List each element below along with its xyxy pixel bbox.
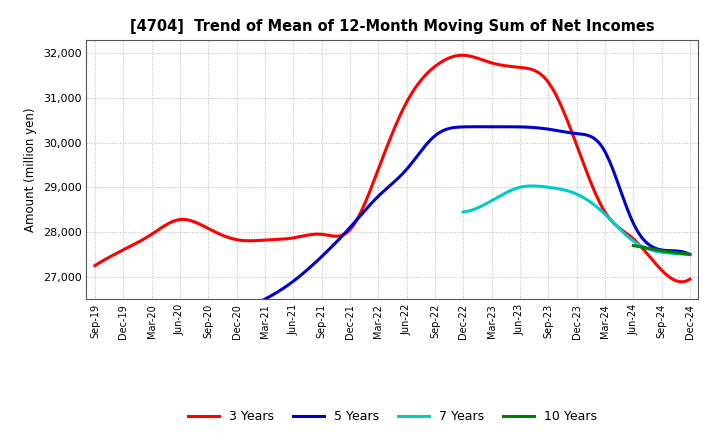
Y-axis label: Amount (million yen): Amount (million yen)	[24, 107, 37, 231]
Legend: 3 Years, 5 Years, 7 Years, 10 Years: 3 Years, 5 Years, 7 Years, 10 Years	[183, 405, 602, 428]
Title: [4704]  Trend of Mean of 12-Month Moving Sum of Net Incomes: [4704] Trend of Mean of 12-Month Moving …	[130, 19, 654, 34]
